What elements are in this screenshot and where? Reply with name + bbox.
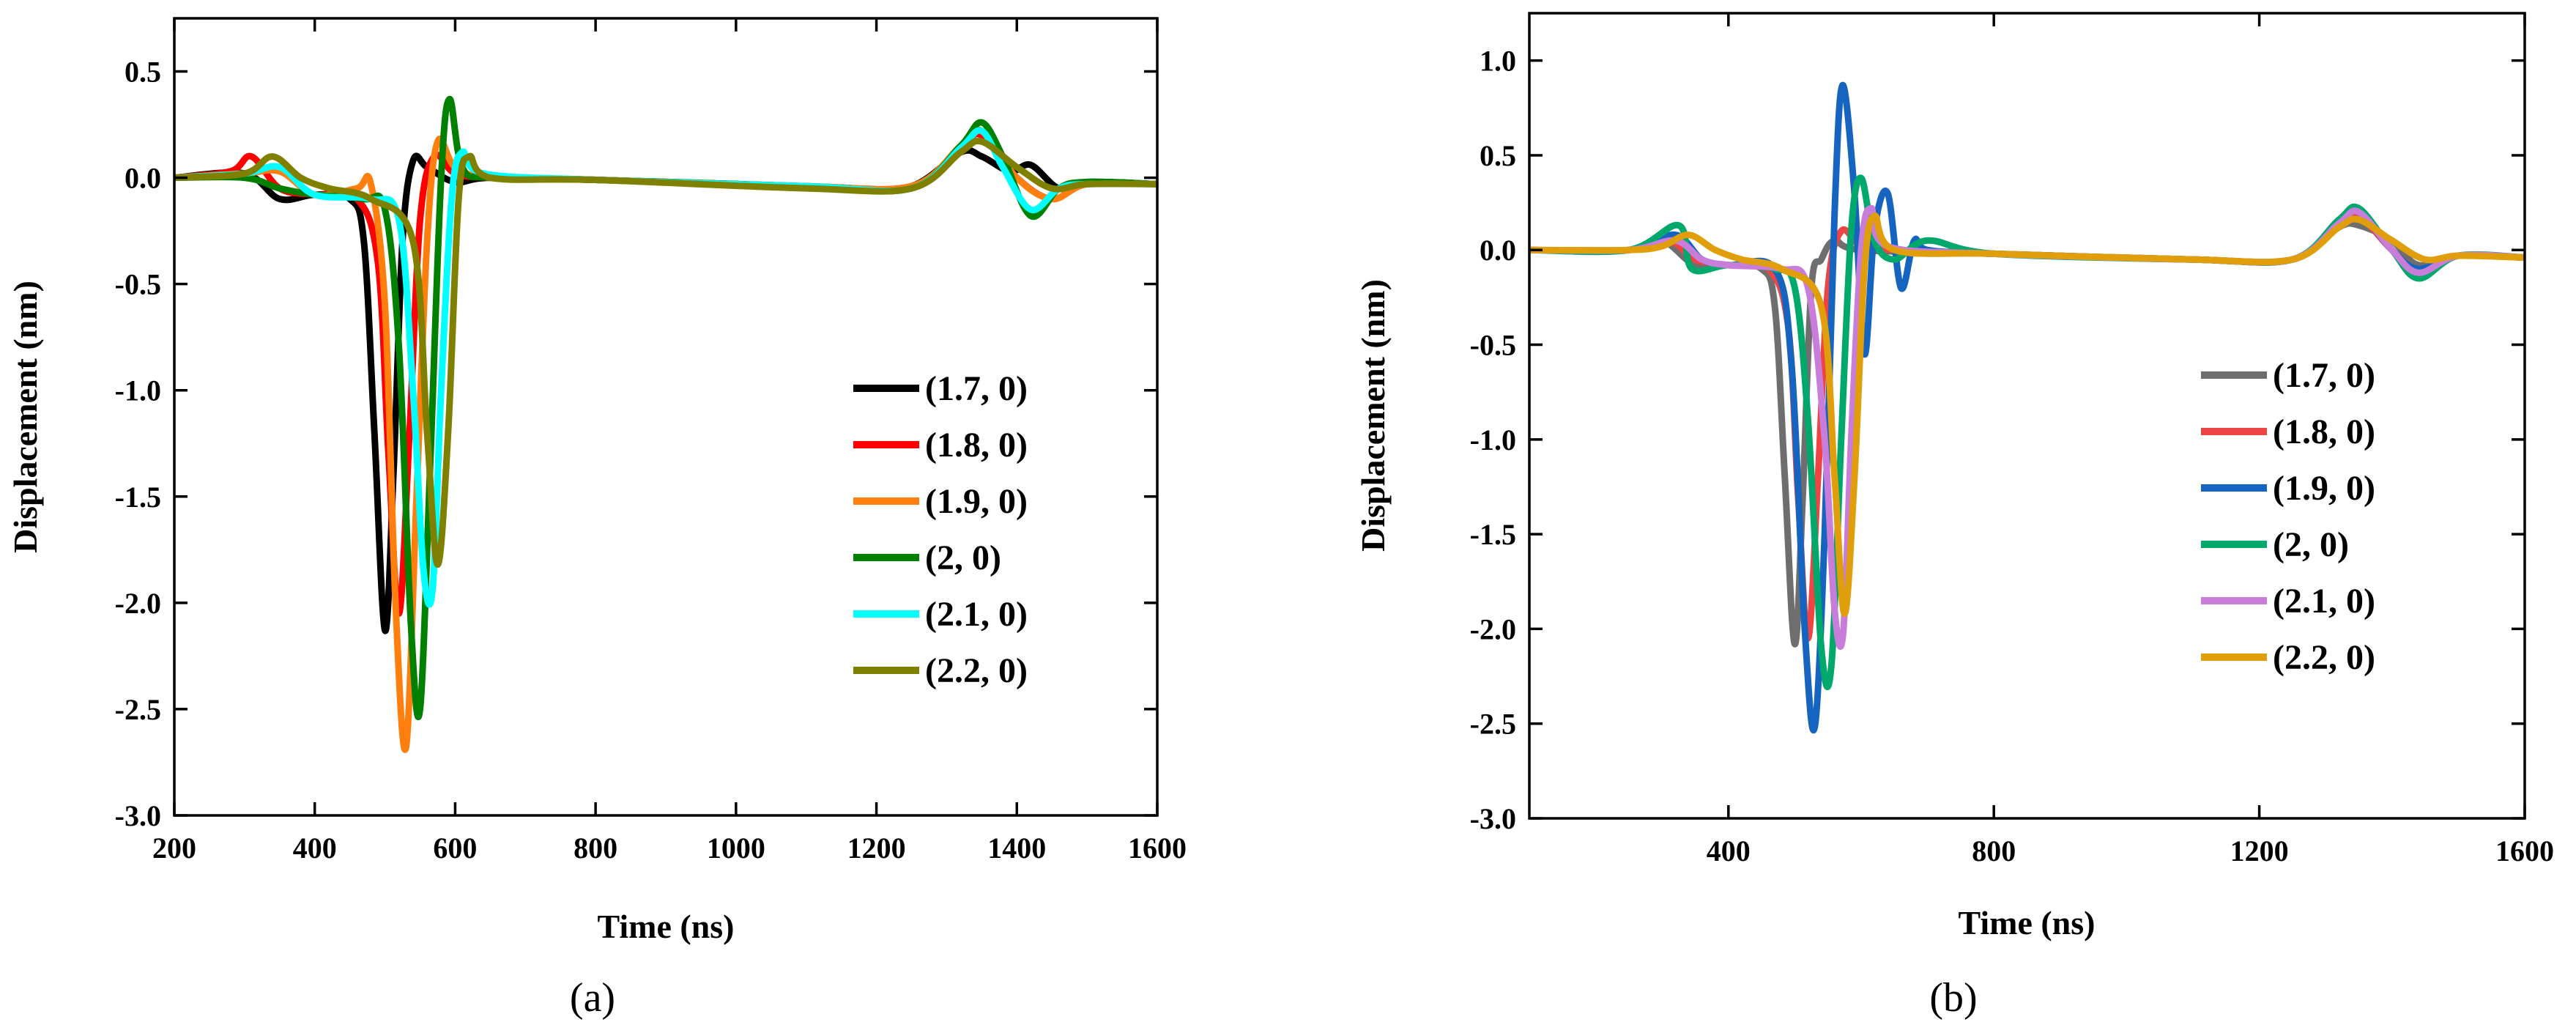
plot-frame <box>1528 12 2526 820</box>
x-tick-label: 800 <box>1972 834 2016 867</box>
x-tick-label: 400 <box>1707 834 1751 867</box>
legend-label: (1.8, 0) <box>925 426 1028 464</box>
y-tick-label: -1.0 <box>115 374 161 407</box>
y-tick-label: -1.0 <box>1470 423 1516 456</box>
y-tick-label: -1.5 <box>115 481 161 514</box>
plot-area <box>1529 81 2525 734</box>
x-axis-title: Time (ns) <box>598 908 735 945</box>
series-line-4 <box>1529 204 2525 651</box>
y-tick-label: -2.5 <box>1470 708 1516 741</box>
y-axis-title: Displacement (nm) <box>7 281 44 553</box>
y-axis-title: Displacement (nm) <box>1354 279 1392 552</box>
series-line-1 <box>1529 210 2525 642</box>
y-tick-label: -0.5 <box>115 268 161 301</box>
y-tick-label: -2.5 <box>115 693 161 726</box>
x-tick-label: 1600 <box>1128 832 1187 864</box>
x-tick-label: 200 <box>152 832 196 864</box>
legend-label: (1.7, 0) <box>925 369 1028 408</box>
series-line-2 <box>1529 81 2525 734</box>
x-tick-label: 400 <box>293 832 337 864</box>
y-tick-label: -0.5 <box>1470 329 1516 362</box>
y-tick-label: -2.0 <box>1470 612 1516 645</box>
chart-panel-b: 400 800 1200 1600 -3.0 -2.5 -2.0 -1.5 -1.0 -0.5 0.… <box>1354 12 2554 1021</box>
legend-label: (1.7, 0) <box>2273 356 2375 395</box>
x-tick-label: 600 <box>433 832 477 864</box>
y-tick-label: -3.0 <box>115 799 161 832</box>
panel-label: (a) <box>570 975 615 1021</box>
x-axis-title: Time (ns) <box>1959 904 2096 941</box>
x-tick-label: 1200 <box>847 832 906 864</box>
y-tick-label: 0.0 <box>1480 234 1516 267</box>
series-line-5 <box>174 138 1157 569</box>
legend-label: (2.2, 0) <box>925 651 1028 690</box>
legend-label: (2.2, 0) <box>2273 638 2375 677</box>
legend: (1.7, 0) (1.8, 0) (1.9, 0) (2, 0) (2.1, 0) (2… <box>853 369 1028 690</box>
legend-label: (2.1, 0) <box>925 595 1028 634</box>
legend-label: (2, 0) <box>925 538 1001 577</box>
x-tick-label: 1400 <box>987 832 1046 864</box>
legend-label: (1.9, 0) <box>925 482 1028 521</box>
y-tick-label: 0.0 <box>125 162 161 195</box>
y-tick-label: -1.5 <box>1470 518 1516 551</box>
x-tick-label: 1200 <box>2230 834 2289 867</box>
x-tick-label: 800 <box>574 832 617 864</box>
y-tick-label: 1.0 <box>1480 45 1516 78</box>
chart-panel-a: 200 400 600 800 1000 1200 1400 1600 -3.0 -2.5 -2.0… <box>7 17 1187 1021</box>
panel-label: (b) <box>1929 975 1977 1021</box>
y-tick-label: -3.0 <box>1470 802 1516 835</box>
y-tick-label: -2.0 <box>115 587 161 620</box>
legend-label: (2, 0) <box>2273 525 2349 564</box>
plot-frame <box>173 17 1159 817</box>
legend-label: (2.1, 0) <box>2273 582 2375 621</box>
x-tick-label: 1000 <box>707 832 765 864</box>
legend-label: (1.9, 0) <box>2273 469 2375 508</box>
series-line-0 <box>1529 220 2525 648</box>
series-line-4 <box>174 127 1157 608</box>
series-line-5 <box>1529 212 2525 618</box>
y-tick-label: 0.5 <box>1480 139 1516 172</box>
plot-area <box>174 95 1157 753</box>
legend: (1.7, 0) (1.8, 0) (1.9, 0) (2, 0) (2.1, 0) (2… <box>2201 356 2375 677</box>
x-tick-label: 1600 <box>2495 834 2554 867</box>
y-tick-label: 0.5 <box>125 56 161 89</box>
legend-label: (1.8, 0) <box>2273 412 2375 451</box>
